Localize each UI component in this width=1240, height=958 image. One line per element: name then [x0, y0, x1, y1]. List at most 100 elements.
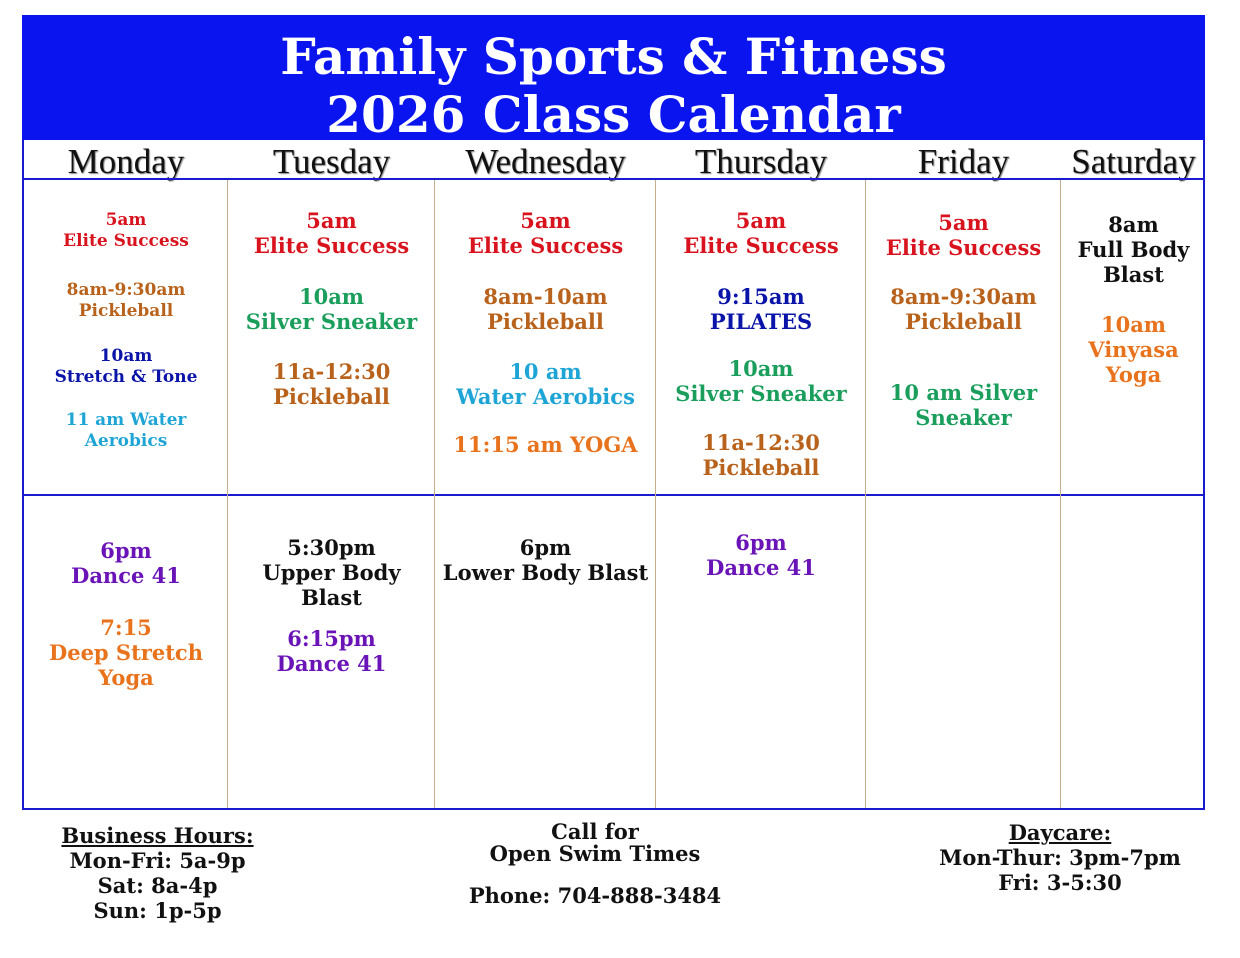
class-name: Pickleball [273, 384, 390, 409]
page-title: Family Sports & Fitness [280, 27, 947, 86]
class-event: 5am Elite Success [228, 208, 435, 258]
class-event: 5am Elite Success [656, 208, 866, 258]
class-time: 5am [520, 208, 571, 233]
column-divider [865, 180, 866, 808]
class-name: Dance 41 [276, 651, 387, 676]
class-event: 8am-10am Pickleball [435, 284, 656, 334]
class-calendar-grid: Monday Tuesday Wednesday Thursday Friday… [22, 140, 1205, 810]
class-name: Upper Body [262, 560, 401, 585]
class-name: Pickleball [78, 301, 174, 321]
class-name: Stretch & Tone [54, 367, 198, 387]
class-time: 5:30pm [287, 535, 376, 560]
column-divider [1060, 180, 1061, 808]
class-event: 10am Silver Sneaker [228, 284, 435, 334]
class-name: Elite Success [253, 233, 410, 258]
daycare-hours: Daycare: Mon-Thur: 3pm-7pm Fri: 3-5:30 [915, 820, 1205, 895]
class-event: 8am-9:30am Pickleball [24, 280, 228, 322]
class-event: 10am Silver Sneaker [656, 356, 866, 406]
day-header-friday: Friday [917, 142, 1010, 181]
class-event: 5am Elite Success [435, 208, 656, 258]
day-header-tuesday: Tuesday [272, 142, 391, 181]
row-divider [24, 494, 1203, 496]
class-event: 5am Elite Success [866, 210, 1061, 260]
class-event: 6pm Dance 41 [24, 538, 228, 588]
calendar-header: Family Sports & Fitness 2026 Class Calen… [22, 15, 1205, 144]
class-time: 11:15 am YOGA [453, 432, 638, 457]
class-name: Vinyasa [1088, 337, 1179, 362]
class-name: Aerobics [84, 431, 168, 451]
class-event: 5am Elite Success [24, 210, 228, 252]
header-divider [24, 178, 1203, 180]
class-name: Blast [1103, 262, 1164, 287]
class-name: Blast [301, 585, 362, 610]
open-swim-line: Call for [551, 819, 639, 844]
day-header-wednesday: Wednesday [465, 142, 626, 181]
business-hours-line: Sun: 1p-5p [93, 898, 222, 923]
class-event: 11a-12:30 Pickleball [656, 430, 866, 480]
class-time: 10am [298, 284, 365, 309]
column-divider [655, 180, 656, 808]
class-time: 8am-9:30am [66, 280, 186, 300]
class-name: Pickleball [905, 309, 1022, 334]
class-time: 6pm [519, 535, 572, 560]
class-event: 6:15pm Dance 41 [228, 626, 435, 676]
class-time: 10am [728, 356, 794, 381]
class-time: 9:15am [717, 284, 805, 309]
class-time: 8am-10am [483, 284, 608, 309]
class-name: Elite Success [63, 231, 189, 251]
class-event: 8am-9:30am Pickleball [866, 284, 1061, 334]
class-event: 9:15am PILATES [656, 284, 866, 334]
class-name: PILATES [709, 309, 813, 334]
class-name: Sneaker [915, 405, 1012, 430]
page-subtitle: 2026 Class Calendar [326, 85, 901, 144]
class-event: 8am Full Body Blast [1061, 212, 1206, 287]
class-event: 11 am Water Aerobics [24, 410, 228, 452]
class-time: 10am [1100, 312, 1167, 337]
class-time: 6pm [100, 538, 152, 563]
class-time: 5am [105, 210, 147, 230]
open-swim-line: Open Swim Times [489, 841, 701, 866]
phone-number: Phone: 704-888-3484 [468, 883, 722, 908]
class-event: 6pm Dance 41 [656, 530, 866, 580]
business-hours-line: Mon-Fri: 5a-9p [69, 848, 246, 873]
class-time: 11a-12:30 [702, 430, 820, 455]
class-time: 11 am Water [65, 410, 187, 430]
class-time: 11a-12:30 [272, 359, 391, 384]
daycare-title: Daycare: [1008, 820, 1112, 845]
day-header-thursday: Thursday [694, 142, 828, 181]
class-name: Full Body [1077, 237, 1190, 262]
column-divider [434, 180, 435, 808]
class-time: 6:15pm [287, 626, 376, 651]
class-name: Deep Stretch [49, 640, 203, 665]
class-name: Yoga [98, 665, 154, 690]
class-name: Dance 41 [706, 555, 816, 580]
class-name: Silver Sneaker [675, 381, 847, 406]
class-time: 8am-9:30am [890, 284, 1037, 309]
class-name: Elite Success [683, 233, 839, 258]
daycare-line: Mon-Thur: 3pm-7pm [939, 845, 1181, 870]
class-time: 5am [938, 210, 989, 235]
daycare-line: Fri: 3-5:30 [998, 870, 1122, 895]
business-hours-title: Business Hours: [61, 823, 254, 848]
day-header-monday: Monday [67, 142, 185, 181]
class-time: 8am [1108, 212, 1159, 237]
column-divider [227, 180, 228, 808]
class-event: 11:15 am YOGA [435, 432, 656, 457]
class-event: 10am Stretch & Tone [24, 346, 228, 388]
class-event: 7:15 Deep Stretch Yoga [24, 615, 228, 690]
class-name: Elite Success [885, 235, 1042, 260]
class-time: 5am [306, 208, 357, 233]
class-event: 10 am Water Aerobics [435, 359, 656, 409]
day-header-saturday: Saturday [1071, 142, 1196, 181]
class-event: 11a-12:30 Pickleball [228, 359, 435, 409]
class-name: Lower Body Blast [442, 560, 649, 585]
class-name: Pickleball [702, 455, 820, 480]
open-swim-info: Call for Open Swim Times Phone: 704-888-… [440, 821, 750, 907]
business-hours: Business Hours: Mon-Fri: 5a-9p Sat: 8a-4… [40, 823, 275, 923]
class-time: 10 am Silver [889, 380, 1038, 405]
class-name: Water Aerobics [456, 384, 635, 409]
class-event: 5:30pm Upper Body Blast [228, 535, 435, 610]
class-name: Dance 41 [71, 563, 181, 588]
class-name: Elite Success [467, 233, 624, 258]
class-event: 10am Vinyasa Yoga [1061, 312, 1206, 387]
